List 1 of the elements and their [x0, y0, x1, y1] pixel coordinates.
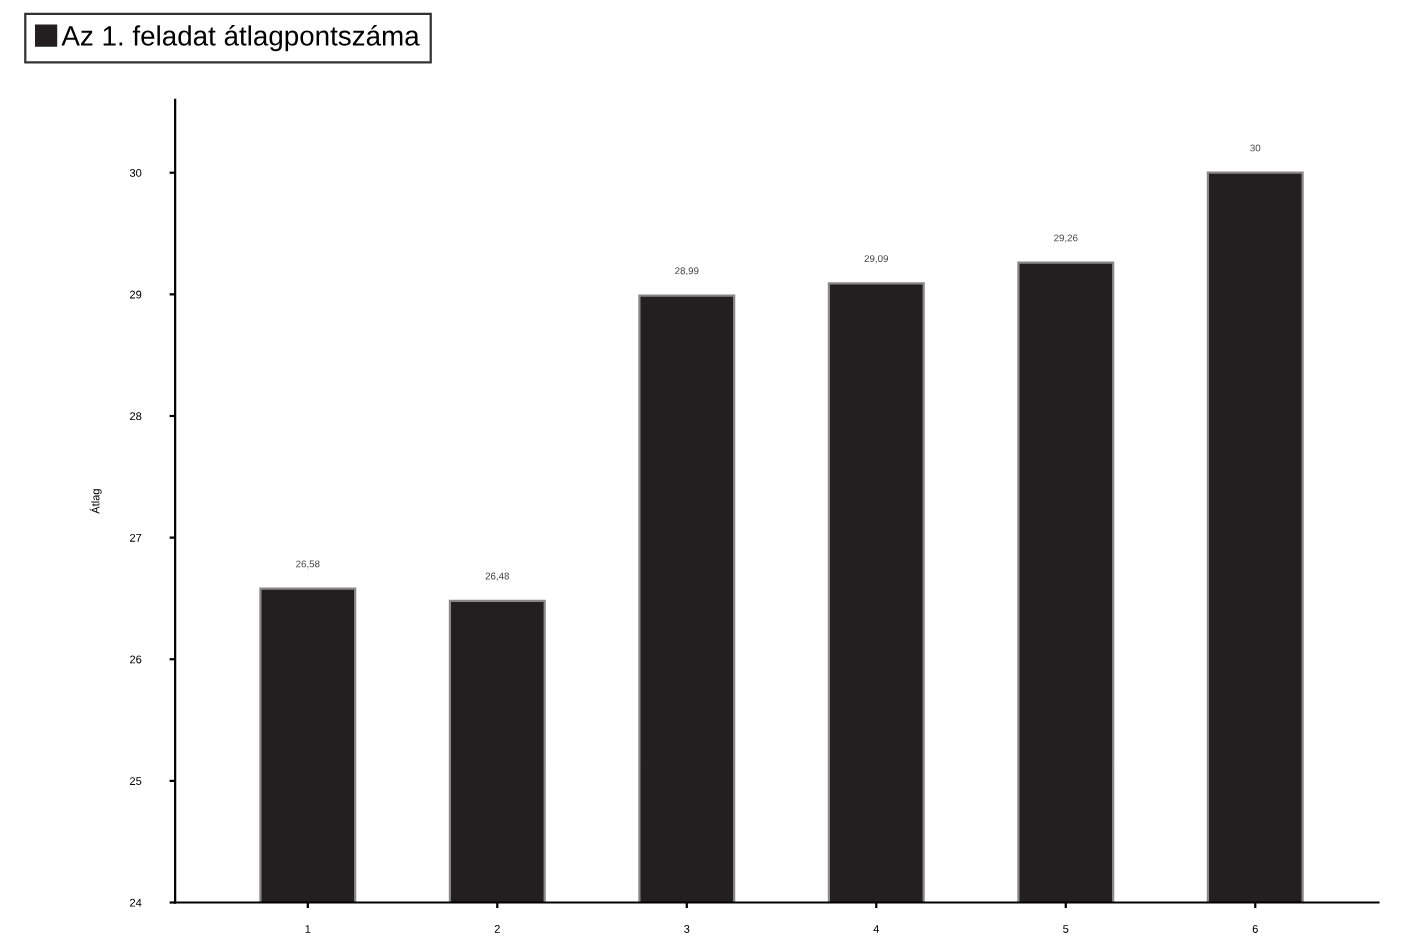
legend-label: Az 1. feladat átlagpontszáma	[61, 25, 420, 52]
